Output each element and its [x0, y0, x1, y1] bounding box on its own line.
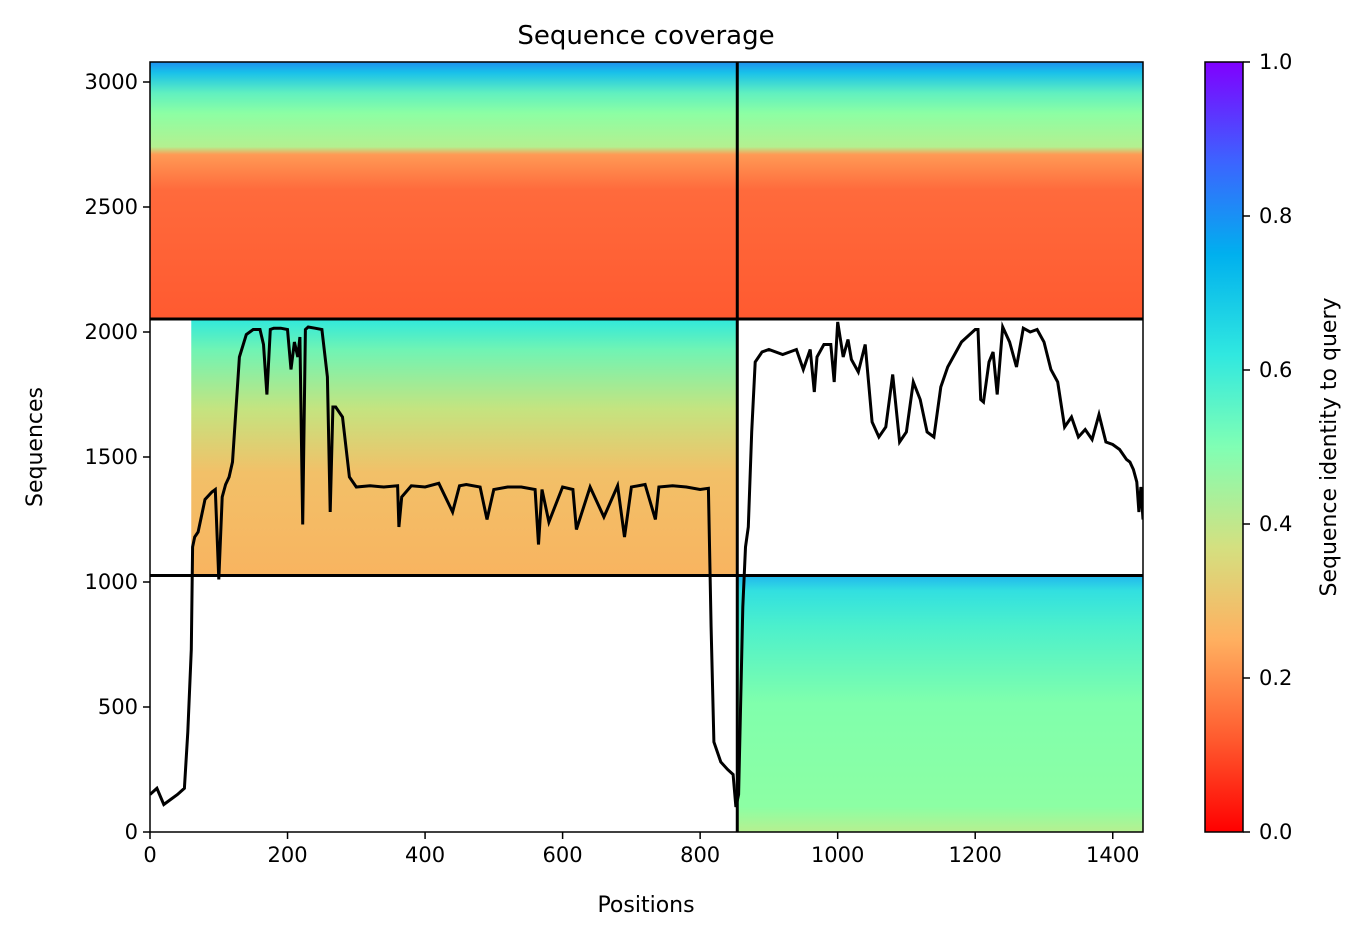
x-tick-label: 600 — [543, 843, 583, 867]
coverage-line — [150, 321, 1143, 808]
x-tick-label: 0 — [143, 843, 156, 867]
colorbar-tick-label: 0.6 — [1259, 358, 1292, 382]
coverage-block-2 — [191, 319, 738, 576]
colorbar-tick-label: 0.4 — [1259, 512, 1292, 536]
colorbar-label: Sequence identity to query — [1317, 297, 1342, 596]
x-tick-label: 1200 — [948, 843, 1001, 867]
y-tick-label: 0 — [125, 820, 138, 844]
colorbar-tick-label: 0.8 — [1259, 204, 1292, 228]
x-tick-label: 800 — [680, 843, 720, 867]
colorbar-tick-label: 1.0 — [1259, 50, 1292, 74]
coverage-line-group — [150, 321, 1143, 808]
colorbar-ticks: 0.0 0.2 0.4 0.6 0.8 1.0 — [1243, 50, 1292, 844]
x-tick-label: 1000 — [811, 843, 864, 867]
colorbar-tick-label: 0.2 — [1259, 666, 1292, 690]
x-tick-label: 400 — [405, 843, 445, 867]
colorbar-tick-label: 0.0 — [1259, 820, 1292, 844]
chart-title: Sequence coverage — [517, 21, 774, 51]
coverage-blocks — [150, 62, 1143, 832]
x-tick-label: 200 — [267, 843, 307, 867]
coverage-block-3 — [737, 62, 1143, 319]
coverage-block-4 — [737, 575, 1143, 832]
y-tick-label: 1500 — [85, 445, 138, 469]
y-axis-label: Sequences — [23, 387, 48, 507]
x-tick-label: 1400 — [1086, 843, 1139, 867]
x-axis-ticks: 0 200 400 600 800 1000 1200 1400 — [143, 832, 1139, 867]
y-axis-ticks: 0 500 1000 1500 2000 2500 3000 — [85, 70, 150, 844]
plot-frame — [149, 61, 1144, 833]
y-tick-label: 500 — [98, 695, 138, 719]
y-tick-label: 3000 — [85, 70, 138, 94]
y-tick-label: 1000 — [85, 570, 138, 594]
block-boundaries — [150, 62, 1143, 832]
y-tick-label: 2000 — [85, 320, 138, 344]
x-axis-label: Positions — [597, 893, 694, 918]
y-tick-label: 2500 — [85, 195, 138, 219]
coverage-block-1 — [150, 62, 738, 319]
colorbar — [1204, 61, 1244, 833]
